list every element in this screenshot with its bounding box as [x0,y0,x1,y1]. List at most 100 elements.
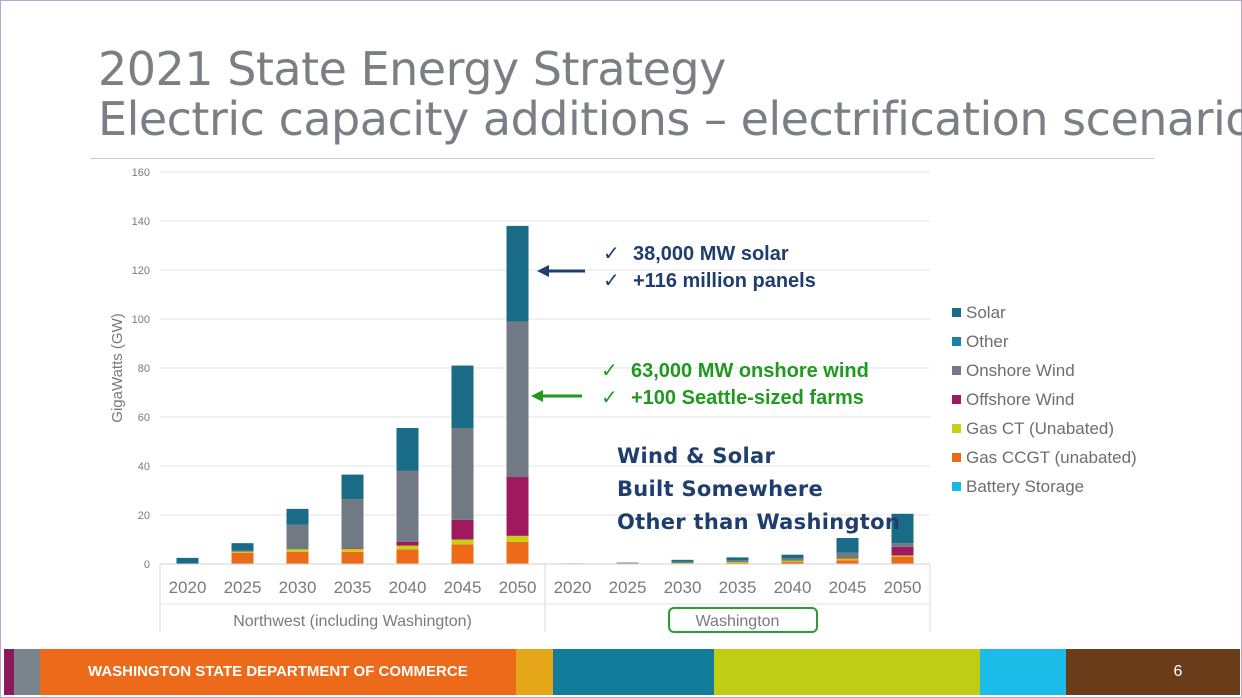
bars [176,225,914,565]
bar-segment [451,428,474,520]
footer-org-name: WASHINGTON STATE DEPARTMENT OF COMMERCE [88,663,468,680]
bar-segment [836,558,859,561]
bar-segment [231,551,254,553]
bar-segment [781,558,804,561]
bar-segment [451,365,474,429]
gridlines [160,171,930,565]
y-tick-label: 20 [138,510,150,522]
bar-segment [506,225,529,322]
washington-highlight-box [668,607,818,633]
x-tick-label: 2040 [774,578,812,597]
bar-segment [671,559,694,562]
legend-label: Solar [966,302,1006,322]
legend-label: Onshore Wind [966,360,1075,380]
page-number: 6 [1173,663,1183,680]
y-tick-label: 80 [138,363,150,375]
wind-arrow [531,390,582,402]
bar-segment [231,550,254,552]
bar-segment [506,535,529,542]
legend-item-onshore-wind: Onshore Wind [952,356,1137,385]
wind-annotation-line2: +100 Seattle-sized farms [631,387,864,409]
check-icon: ✓ [603,243,620,265]
bar-segment [781,554,804,559]
x-group-label: Washington [696,613,780,630]
y-tick-label: 60 [138,412,150,424]
legend-label: Offshore Wind [966,389,1075,409]
bar-segment [396,549,419,564]
bar-segment [286,549,309,552]
elsewhere-line3: Other than Washington [617,510,901,534]
x-axis: 2020 2025 2030 2035 2040 2045 2050 Northwest (i… [159,563,931,632]
bar-segment [891,543,914,547]
x-tick-label: 2030 [664,578,702,597]
bar-segment [506,321,529,478]
y-tick-label: 100 [132,314,150,326]
bar-segment [451,519,474,540]
check-icon: ✓ [603,270,620,292]
bar-segment [836,538,859,553]
legend-item-gas-ct: Gas CT (Unabated) [952,414,1137,443]
bar-segment [726,557,749,561]
slide-title: 2021 State Energy Strategy Electric capa… [98,44,1242,144]
x-tick-label: 2035 [334,578,372,597]
bar-segment [396,428,419,471]
x-tick-label: 2050 [499,578,537,597]
x-tick-label: 2040 [389,578,427,597]
x-tick-label: 2025 [224,578,262,597]
legend-item-other: Other [952,327,1137,356]
elsewhere-line1: Wind & Solar [617,444,776,468]
wind-annotation: ✓ 63,000 MW onshore wind ✓ +100 Seattle-si… [601,358,869,412]
title-divider [90,158,1154,159]
x-tick-label: 2045 [444,578,482,597]
bar-segment [891,555,914,557]
bar-segment [891,556,914,564]
x-tick-label: 2045 [829,578,867,597]
bar-segment [286,551,309,564]
y-tick-label: 140 [132,216,150,228]
chart-legend: Solar Other Onshore Wind Offshore Wind G… [952,298,1137,501]
bar-segment [341,474,364,500]
footer-bar [4,649,1240,695]
legend-item-battery: Battery Storage [952,472,1137,501]
bar-segment [451,544,474,564]
x-tick-label: 2025 [609,578,647,597]
bar-segment [891,513,914,544]
bar-segment [396,470,419,542]
bar-segment [396,541,419,546]
bar-segment [286,508,309,525]
x-group-label: Northwest (including Washington) [233,613,472,630]
bar-segment [836,552,859,558]
x-tick-label: 2035 [719,578,757,597]
solar-arrow [537,265,585,277]
bar-segment [176,557,199,564]
check-icon: ✓ [601,360,618,382]
x-tick-label: 2020 [554,578,592,597]
bar-segment [341,548,364,549]
legend-item-offshore-wind: Offshore Wind [952,385,1137,414]
y-tick-label: 40 [138,461,150,473]
y-tick-label: 160 [132,167,150,179]
legend-label: Gas CT (Unabated) [966,418,1115,438]
bar-segment [451,539,474,545]
title-line-1: 2021 State Energy Strategy [98,42,726,96]
legend-item-solar: Solar [952,298,1137,327]
legend-label: Other [966,331,1009,351]
solar-annotation-line1: 38,000 MW solar [633,243,789,265]
bar-segment [781,560,804,563]
bar-segment [836,557,859,559]
bar-segment [506,477,529,536]
solar-annotation: ✓ 38,000 MW solar ✓ +116 million panels [603,241,816,295]
bar-segment [396,545,419,550]
legend-label: Gas CCGT (unabated) [966,447,1137,467]
x-tick-label: 2050 [884,578,922,597]
bar-segment [506,541,529,564]
solar-annotation-line2: +116 million panels [633,270,816,292]
elsewhere-annotation: Wind & Solar Built Somewhere Other than … [617,440,900,539]
bar-segment [231,543,254,551]
wind-annotation-line1: 63,000 MW onshore wind [631,360,869,382]
elsewhere-line2: Built Somewhere [617,477,824,501]
bar-segment [781,562,804,564]
bar-segment [341,548,364,552]
bar-segment [836,560,859,564]
